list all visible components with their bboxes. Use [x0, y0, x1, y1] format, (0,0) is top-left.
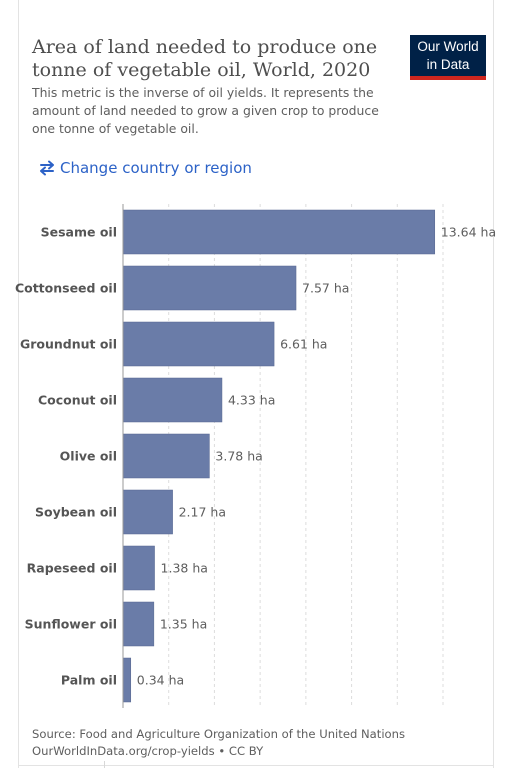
category-label: Coconut oil — [38, 393, 117, 408]
change-country-button[interactable]: Change country or region — [37, 158, 252, 178]
bar[interactable] — [122, 265, 297, 311]
value-label: 2.17 ha — [179, 505, 226, 520]
source-url-line: OurWorldInData.org/crop-yields • CC BY — [32, 743, 405, 760]
logo-line-2: in Data — [426, 57, 470, 72]
value-label: 7.57 ha — [302, 281, 349, 296]
bar[interactable] — [122, 321, 275, 367]
tab-divider — [104, 761, 105, 768]
category-label: Sunflower oil — [25, 617, 117, 632]
swap-arrows-icon — [40, 160, 54, 176]
logo-accent-bar — [410, 76, 486, 80]
bottom-divider — [18, 765, 494, 766]
category-label: Olive oil — [60, 449, 117, 464]
bar[interactable] — [122, 657, 132, 703]
value-label: 0.34 ha — [137, 673, 184, 688]
bar[interactable] — [122, 545, 155, 591]
license-text: CC BY — [228, 744, 264, 758]
value-label: 1.35 ha — [160, 617, 207, 632]
source-separator: • — [214, 744, 229, 758]
bar[interactable] — [122, 209, 436, 255]
bar[interactable] — [122, 489, 173, 535]
category-label: Rapeseed oil — [27, 561, 117, 576]
category-label: Palm oil — [61, 673, 117, 688]
chart-card — [18, 0, 494, 768]
value-label: 3.78 ha — [215, 449, 262, 464]
category-label: Soybean oil — [35, 505, 117, 520]
bar[interactable] — [122, 377, 223, 423]
source-note: Source: Food and Agriculture Organizatio… — [32, 726, 405, 760]
value-label: 4.33 ha — [228, 393, 275, 408]
category-label: Sesame oil — [41, 225, 117, 240]
change-country-label: Change country or region — [60, 159, 252, 177]
source-text: Source: Food and Agriculture Organizatio… — [32, 727, 406, 741]
chart-title: Area of land needed to produce one tonne… — [32, 36, 378, 81]
logo-line-1: Our World — [417, 39, 479, 54]
category-label: Groundnut oil — [20, 337, 117, 352]
owid-logo[interactable]: Our World in Data — [410, 35, 486, 80]
bar[interactable] — [122, 433, 210, 479]
value-label: 13.64 ha — [441, 225, 496, 240]
value-label: 6.61 ha — [280, 337, 327, 352]
value-label: 1.38 ha — [161, 561, 208, 576]
chart-subtitle: This metric is the inverse of oil yields… — [32, 85, 379, 136]
category-label: Cottonseed oil — [15, 281, 117, 296]
bar[interactable] — [122, 601, 155, 647]
source-url-link[interactable]: OurWorldInData.org/crop-yields — [32, 744, 215, 758]
